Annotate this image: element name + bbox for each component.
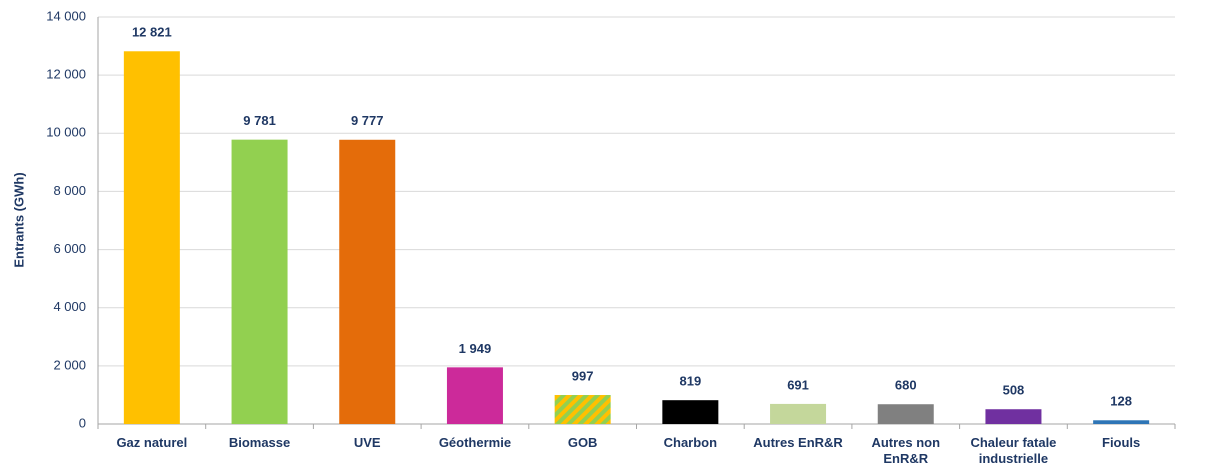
bar — [446, 367, 503, 424]
value-label: 997 — [572, 368, 594, 383]
y-tick-label: 14 000 — [46, 8, 86, 23]
y-tick-label: 4 000 — [53, 299, 86, 314]
bar — [231, 139, 288, 425]
y-tick-label: 2 000 — [53, 357, 86, 372]
y-tick-label: 12 000 — [46, 67, 86, 82]
x-tick-label: Autres EnR&R — [753, 435, 843, 450]
y-axis-label: Entrants (GWh) — [11, 172, 26, 267]
y-tick-label: 10 000 — [46, 125, 86, 140]
bar — [662, 400, 719, 424]
x-tick-label: UVE — [353, 435, 381, 450]
bar — [770, 403, 827, 424]
bar — [877, 404, 934, 424]
x-tick-label: Géothermie — [438, 435, 512, 450]
value-label: 1 949 — [459, 341, 492, 356]
value-label: 691 — [787, 377, 809, 392]
x-tick-label: Gaz naturel — [116, 435, 188, 450]
value-label: 819 — [679, 374, 701, 389]
value-label: 9 777 — [351, 113, 384, 128]
x-tick-label: Chaleur fatale industrielle — [970, 435, 1057, 466]
x-tick-label: Biomasse — [228, 435, 291, 450]
value-label: 12 821 — [132, 25, 172, 40]
value-label: 9 781 — [243, 113, 276, 128]
x-tick-label: GOB — [567, 435, 598, 450]
bar — [123, 51, 180, 425]
x-tick-label: Charbon — [663, 435, 718, 450]
y-tick-label: 6 000 — [53, 241, 86, 256]
y-tick-label: 0 — [79, 415, 86, 430]
value-label: 680 — [895, 378, 917, 393]
bar — [1093, 420, 1150, 424]
bar — [339, 139, 396, 424]
bar — [554, 395, 611, 424]
value-label: 508 — [1003, 383, 1025, 398]
x-tick-label: Fiouls — [1102, 435, 1141, 450]
y-tick-label: 8 000 — [53, 183, 86, 198]
bar — [985, 409, 1042, 424]
value-label: 128 — [1110, 394, 1132, 409]
x-tick-label: Autres non EnR&R — [871, 435, 941, 466]
